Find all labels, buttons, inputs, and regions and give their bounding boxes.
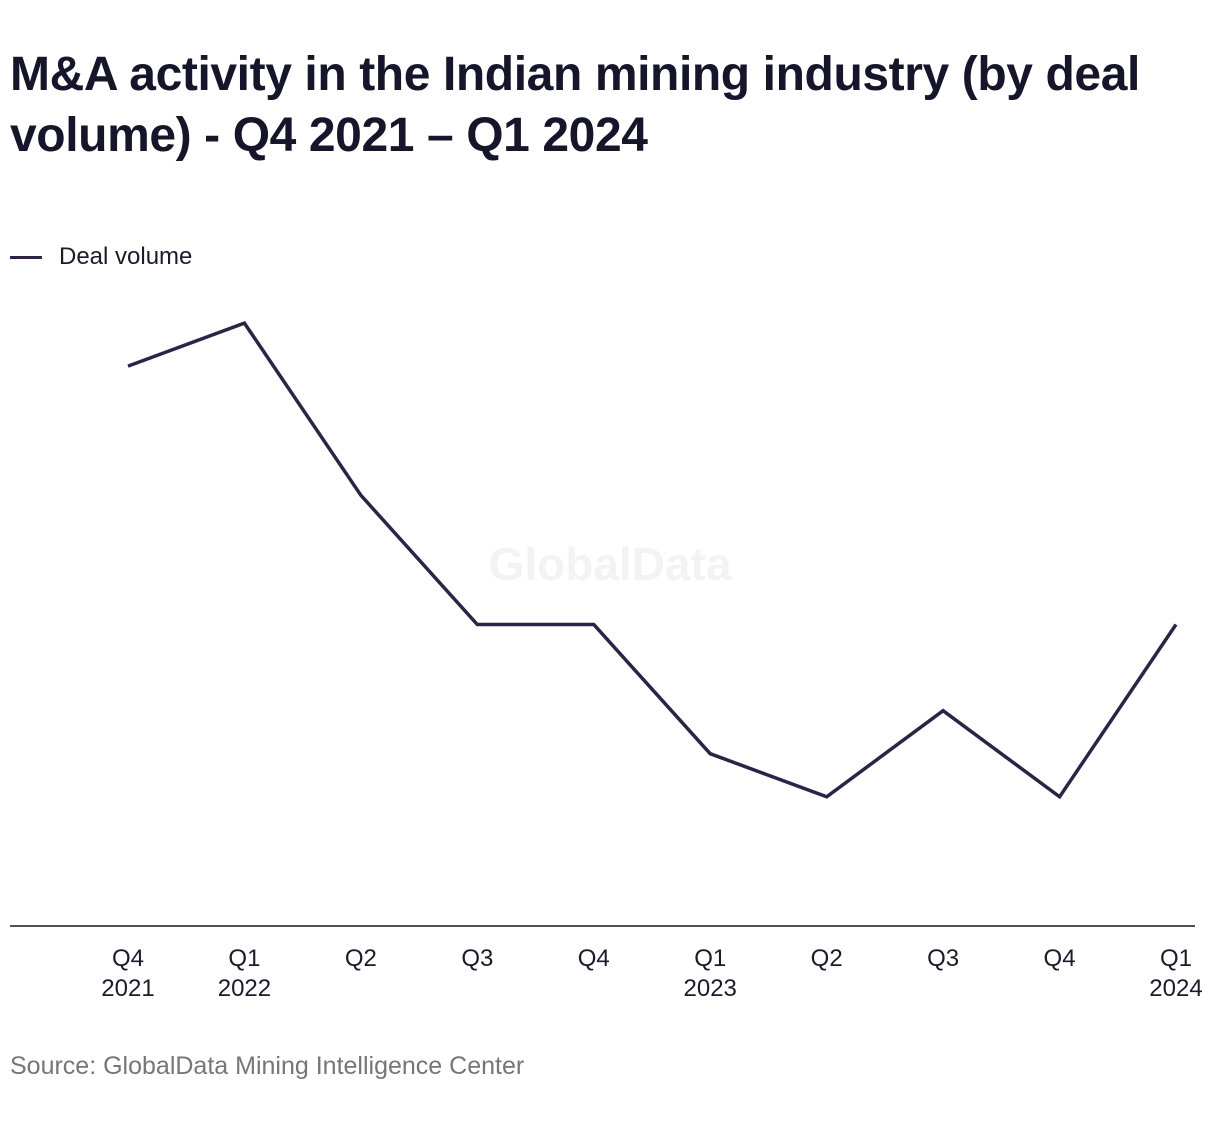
x-tick-label: Q1 [228, 945, 260, 972]
data-point [475, 623, 479, 627]
chart-title: M&A activity in the Indian mining indust… [10, 48, 1140, 162]
data-point [825, 795, 829, 799]
x-tick-label: Q4 [578, 945, 610, 972]
x-tick-label: Q2 [811, 945, 843, 972]
x-tick-label: Q1 [694, 945, 726, 972]
line-chart: GlobalData Q4 2021 Q1 2022 Q2 Q3 Q4 Q1 2023 Q2 Q3 Q4… [10, 320, 1203, 1002]
x-tick-label: Q4 [1044, 945, 1076, 972]
x-tick-label: Q3 [927, 945, 959, 972]
data-point [359, 493, 363, 497]
x-tick-label: Q3 [461, 945, 493, 972]
source-note: Source: GlobalData Mining Intelligence C… [10, 1052, 525, 1080]
x-tick-year-label: 2022 [218, 975, 271, 1002]
x-tick-label: Q1 [1160, 945, 1192, 972]
data-point [1174, 623, 1178, 627]
x-tick-label: Q4 [112, 945, 144, 972]
legend-label: Deal volume [59, 243, 193, 270]
x-tick-year-label: 2021 [101, 975, 154, 1002]
watermark: GlobalData [489, 538, 732, 590]
data-point [126, 364, 130, 368]
data-point [708, 752, 712, 756]
data-point [941, 709, 945, 713]
x-tick-year-label: 2024 [1149, 975, 1202, 1002]
x-tick-year-label: 2023 [684, 975, 737, 1002]
data-point [1058, 795, 1062, 799]
series-line-deal-volume [127, 320, 1178, 800]
x-tick-label: Q2 [345, 945, 377, 972]
data-point [592, 623, 596, 627]
data-point [242, 321, 246, 325]
legend-swatch [10, 255, 42, 259]
legend: Deal volume [10, 241, 192, 273]
